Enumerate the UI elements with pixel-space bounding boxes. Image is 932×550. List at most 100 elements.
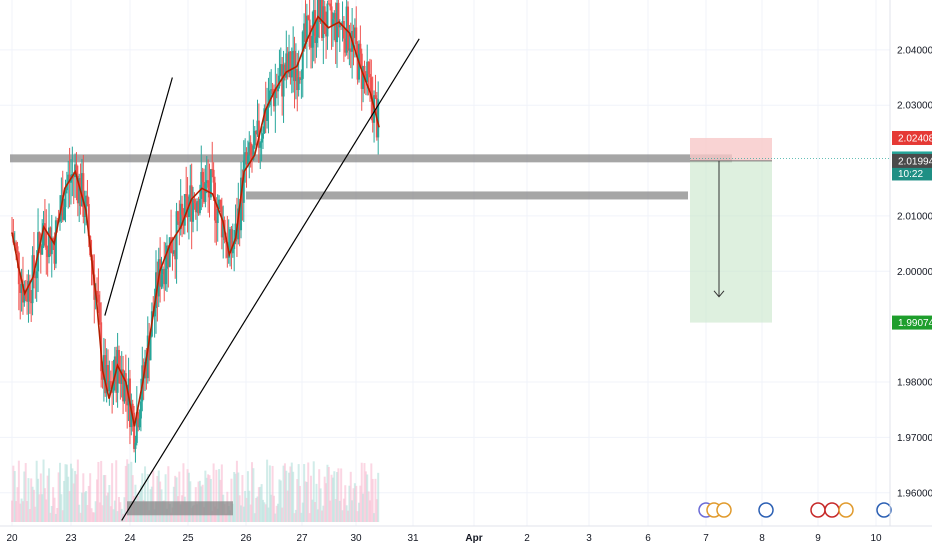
candle-body (193, 199, 196, 204)
volume-bar (78, 504, 81, 522)
candle-body (318, 0, 321, 22)
volume-bar (34, 506, 37, 522)
x-tick-label: 3 (586, 533, 592, 544)
bottom-zone (127, 501, 233, 516)
candle-body (32, 255, 35, 276)
candle-body (27, 280, 30, 302)
candle-body (299, 77, 302, 80)
volume-bar (111, 463, 114, 522)
volume-bar (320, 510, 323, 522)
candle-body (63, 207, 66, 220)
candle-body (203, 182, 206, 202)
volume-bar (131, 475, 134, 522)
volume-bar (207, 474, 210, 522)
candle-body (69, 178, 72, 183)
candle-body (314, 10, 317, 43)
candle-body (178, 221, 181, 230)
volume-bar (37, 478, 40, 522)
candle-body (146, 335, 149, 379)
volume-bar (274, 513, 277, 522)
volume-bar (359, 485, 362, 522)
volume-bar (30, 478, 33, 522)
volume-bar (257, 487, 260, 522)
volume-bar (368, 500, 371, 522)
volume-bar (285, 470, 288, 522)
volume-bar (234, 473, 237, 522)
candle-body (205, 180, 208, 184)
candle-body (251, 155, 254, 160)
candle-body (242, 160, 245, 203)
candle-body (145, 361, 148, 379)
candle-body (38, 232, 41, 245)
grid-lines (0, 0, 890, 526)
volume-bar (127, 463, 130, 522)
candle-body (289, 51, 292, 78)
candle-body (117, 349, 120, 371)
candle-body (252, 145, 255, 160)
volume-bar (316, 509, 319, 522)
volume-bar (126, 459, 129, 522)
volume-bar (264, 504, 267, 522)
candle-body (186, 196, 189, 218)
y-tick-label: 1.97000 (897, 433, 932, 444)
x-tick-label: 7 (703, 533, 709, 544)
candle-body (21, 284, 24, 303)
volume-bar (289, 466, 292, 522)
volume-bar (52, 487, 55, 522)
position-tool[interactable] (690, 137, 890, 323)
event-flag-icon (810, 502, 826, 518)
volume-bar (353, 483, 356, 522)
volume-bar (182, 463, 185, 522)
time-axis[interactable]: 20 23 24 25 26 27 30 31 Apr 2 3 6 7 8 9 10 (6, 533, 882, 544)
volume-bar (366, 474, 369, 522)
event-flag-icon (758, 502, 774, 518)
candle-body (344, 38, 347, 53)
candle-body (115, 356, 118, 393)
candle-body (215, 220, 218, 223)
x-tick-label: 6 (645, 533, 651, 544)
volume-bar (266, 459, 269, 522)
candle-body (96, 290, 99, 295)
trendlines[interactable] (104, 38, 420, 521)
candle-body (285, 53, 288, 78)
x-tick-label: Apr (465, 533, 482, 544)
price-axis[interactable]: 2.04000 2.03000 2.01000 2.00000 1.98000 1.970… (897, 45, 932, 499)
candle-body (218, 199, 221, 210)
volume-bar (303, 464, 306, 522)
volume-bar (83, 492, 86, 522)
candle-body (275, 88, 278, 92)
x-tick-label: 24 (124, 533, 136, 544)
volume-bar (123, 497, 126, 522)
candle-body (249, 142, 252, 156)
candle-body (278, 75, 281, 87)
volume-bar (115, 460, 118, 522)
candle-body (301, 31, 304, 79)
candle-body (196, 201, 199, 213)
candle-body (138, 418, 141, 428)
volume-bar (56, 508, 59, 522)
candle-body (113, 356, 116, 384)
candle-body (149, 336, 152, 361)
candle-body (189, 185, 192, 203)
volume-bar (233, 472, 236, 522)
candle-body (325, 33, 328, 37)
volume-bar (251, 462, 254, 522)
candle-body (245, 152, 248, 165)
candle-body (19, 284, 22, 293)
volume-bar (152, 470, 155, 522)
volume-bar (61, 510, 64, 522)
economic-event-icons[interactable] (698, 502, 892, 518)
candle-body (16, 246, 19, 253)
candle-body (112, 383, 115, 393)
volume-bar (128, 510, 131, 522)
candle-body (133, 412, 136, 449)
candle-body (347, 6, 350, 51)
candle-body (226, 242, 229, 258)
volume-bar (311, 499, 314, 522)
volume-bar (363, 463, 366, 522)
volume-bar (204, 470, 207, 522)
volume-bar (300, 512, 303, 522)
volume-bar (260, 484, 263, 522)
